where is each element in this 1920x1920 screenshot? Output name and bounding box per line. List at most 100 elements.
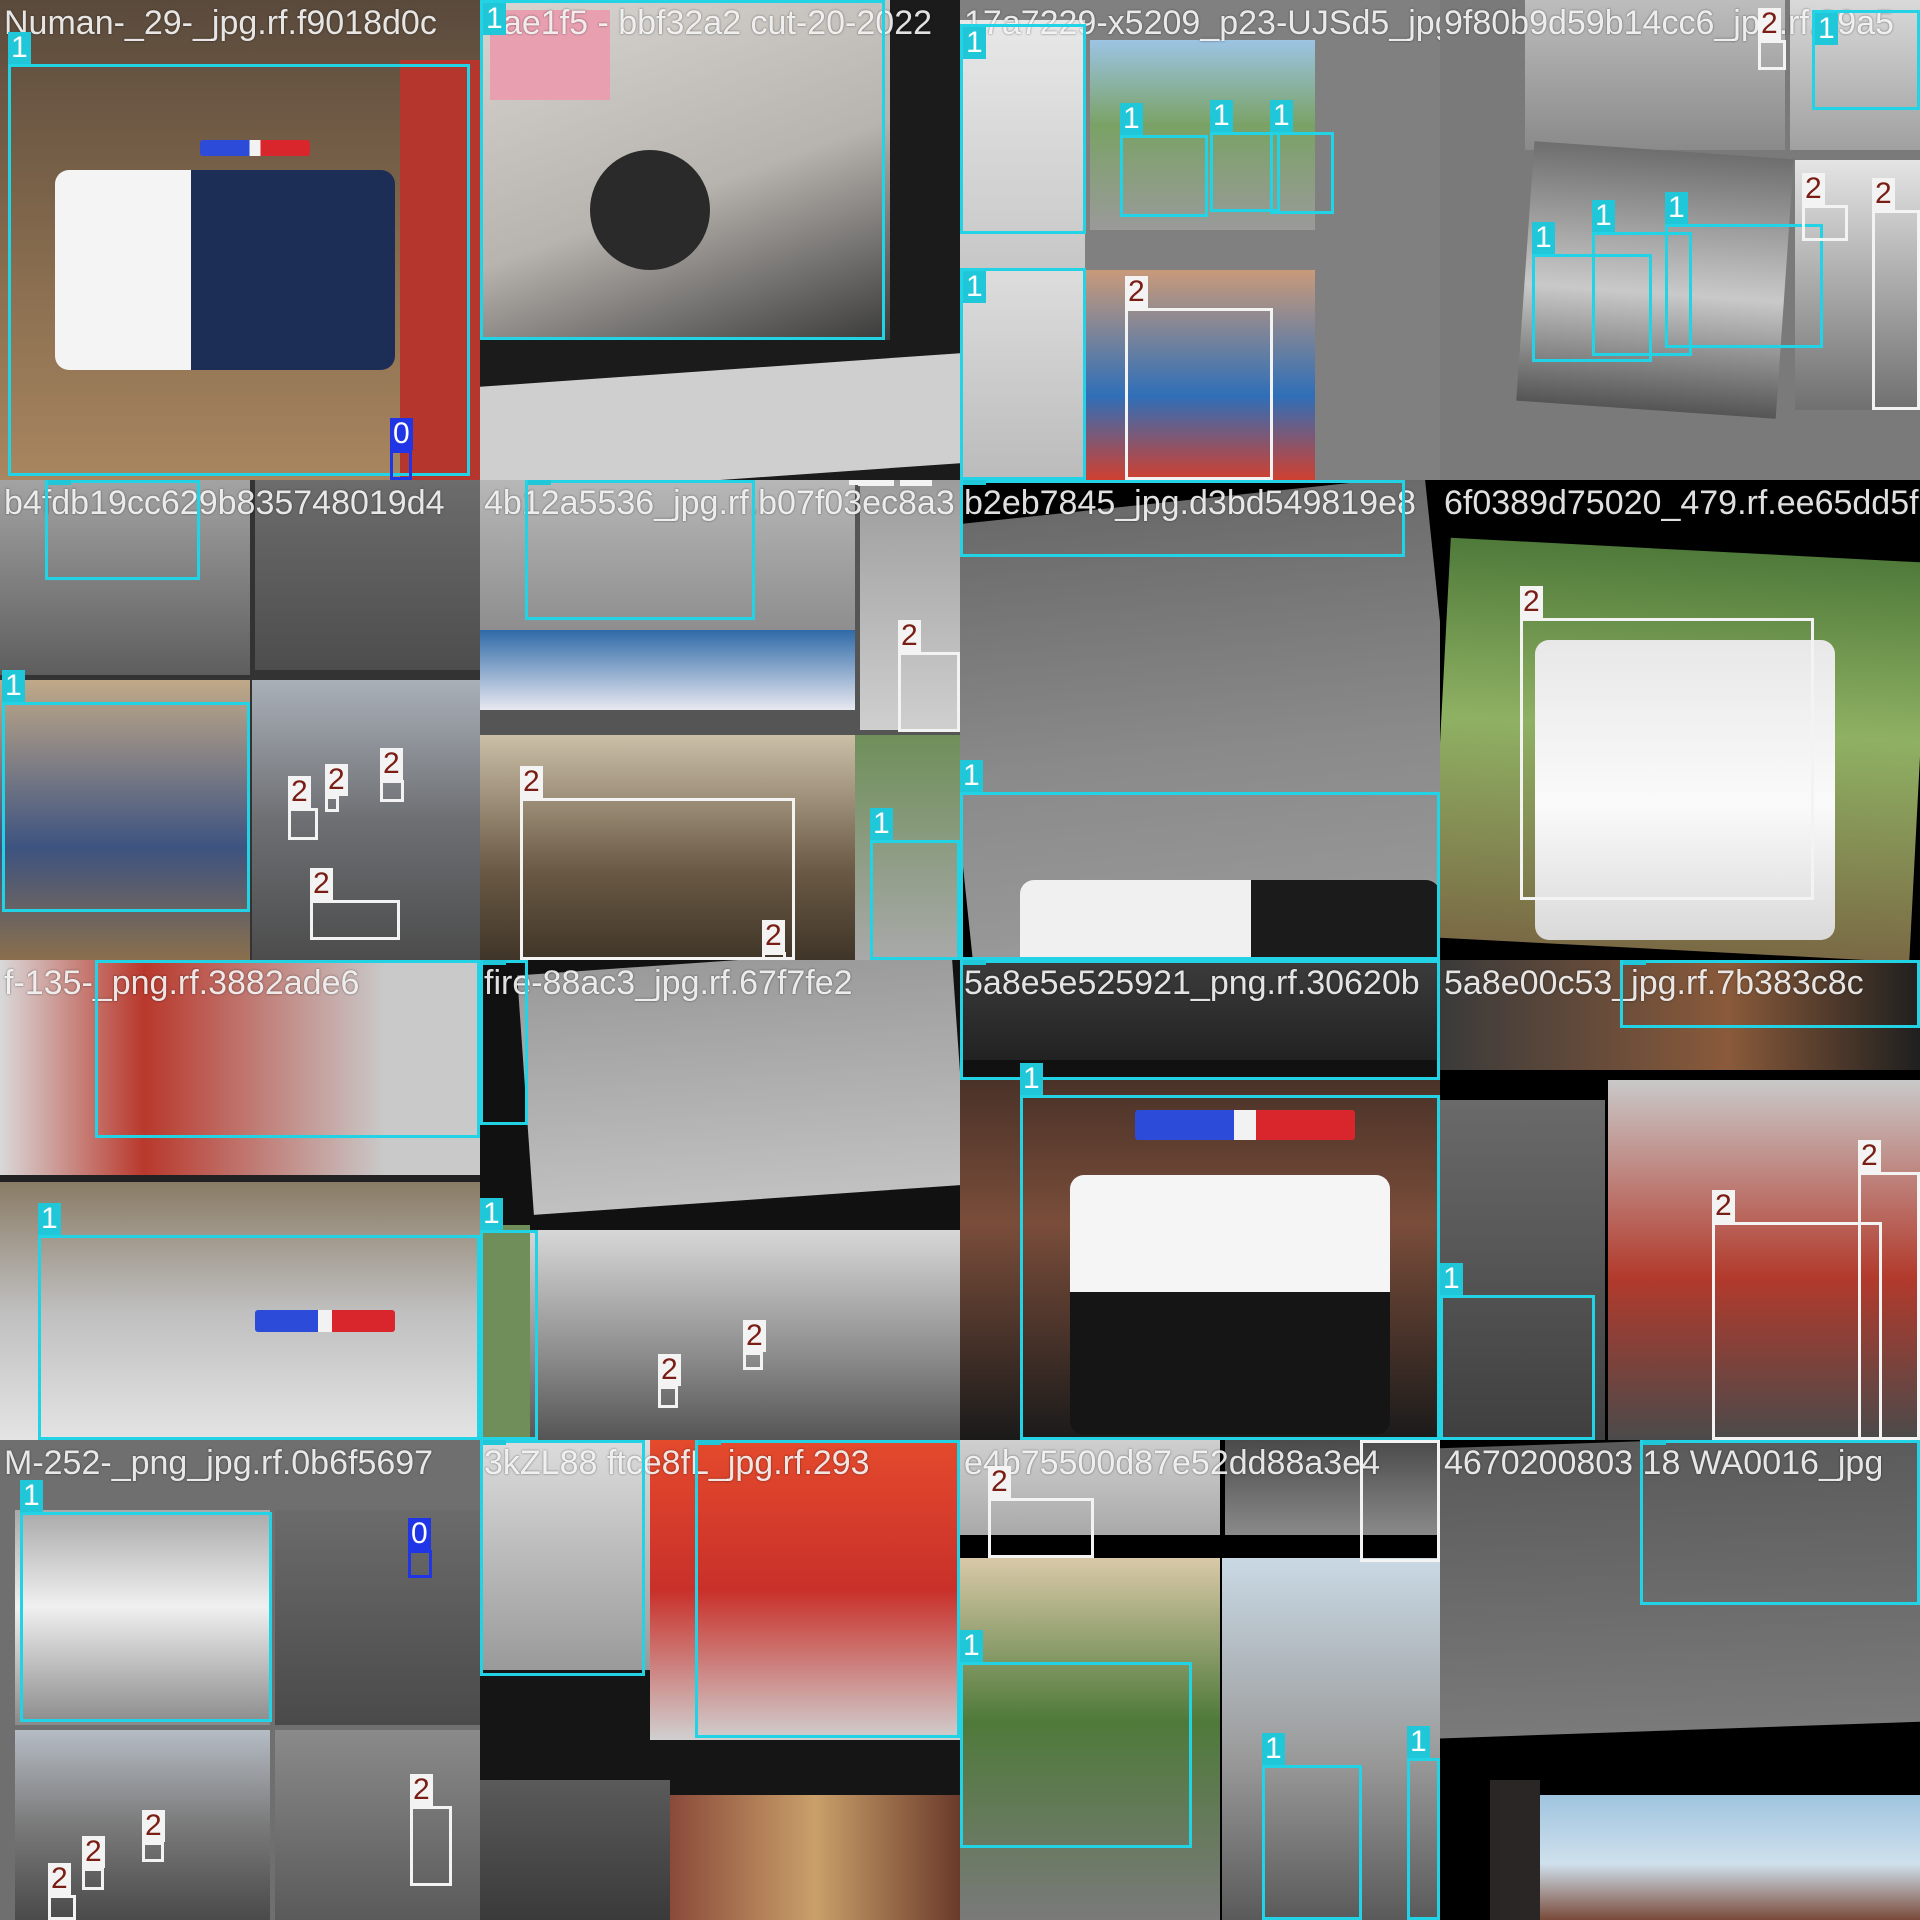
photo-region: [650, 1440, 960, 1740]
class-label: 2: [1858, 1140, 1881, 1172]
photo-region: [480, 1440, 650, 1670]
detection-box: 2: [743, 1320, 766, 1370]
photo-region: [275, 1730, 480, 1920]
photo-region: [860, 480, 960, 730]
detection-box: 1: [1620, 960, 1920, 1028]
photo-region: [0, 1182, 480, 1440]
detection-box: 2: [849, 480, 894, 486]
photo-region: [1085, 270, 1315, 480]
photo-region: [670, 1795, 960, 1920]
photo-region: [0, 960, 480, 1175]
detection-box: 2: [1872, 178, 1920, 410]
class-label: 1: [1623, 960, 1646, 965]
detection-box: 1: [1640, 1440, 1920, 1605]
detection-box: 1: [695, 1440, 960, 1738]
class-label: 1: [483, 1440, 506, 1445]
photo-region: [1490, 1780, 1540, 1920]
file-name: f-135-_png.rf.3882ade6: [4, 964, 360, 1002]
detection-box: 2: [520, 766, 795, 960]
detection-box: 1: [1020, 1063, 1440, 1440]
detection-box: 1: [45, 480, 200, 580]
mosaic-tile: 17a7229-x5209_p23-UJSd5_jpg 1 1 1 1 1 2: [960, 0, 1440, 480]
file-name: 4b12a5536_jpg.rf.b07f03ec8a3: [484, 484, 955, 522]
detection-box: 2: [1520, 586, 1814, 900]
class-label: 2: [903, 480, 926, 485]
photo-region: [275, 1510, 480, 1725]
photo-region: [255, 480, 480, 670]
file-name: b4fdb19cc629b835748019d4: [4, 484, 445, 522]
detection-box: 1: [1120, 103, 1208, 217]
class-label: 1: [1020, 1063, 1043, 1095]
mosaic-tile: 5a8e00c53_jpg.rf.7b383c8c 1 2 2 1: [1440, 960, 1920, 1440]
detection-box: 2: [48, 1863, 76, 1920]
class-label: 2: [380, 748, 403, 780]
file-name: fire-88ac3_jpg.rf.67f7fe2: [484, 964, 853, 1002]
photo-region: [1440, 1100, 1605, 1440]
class-label: 2: [48, 1863, 71, 1895]
detection-box: 1: [960, 24, 1086, 234]
detection-box: 1: [480, 1440, 645, 1676]
class-label: 1: [483, 960, 506, 965]
class-label: 1: [480, 1198, 503, 1230]
file-name: 5a8e5e525921_png.rf.30620b: [964, 964, 1420, 1002]
class-label: 1: [8, 32, 31, 64]
detection-box: 1: [870, 808, 960, 960]
detection-box: 2: [658, 1354, 681, 1408]
class-label: 0: [408, 1518, 431, 1550]
class-label: 2: [743, 1320, 766, 1352]
file-name: 5a8e00c53_jpg.rf.7b383c8c: [1444, 964, 1864, 1002]
class-label: 1: [960, 760, 983, 792]
detection-box: 2: [1758, 8, 1786, 70]
detection-box: 2: [288, 776, 318, 840]
photo-region: [400, 60, 480, 480]
detection-box: 1: [38, 1203, 480, 1440]
file-name: 4670200803 18 WA0016_jpg: [1444, 1444, 1884, 1482]
photo-region: [960, 1558, 1220, 1920]
mosaic-tile: e4b75500d87e52dd88a3e4 2 2 1 1 1: [960, 1440, 1440, 1920]
photo-region: [960, 960, 1440, 1060]
detection-box: 2: [1802, 173, 1848, 241]
class-label: 2: [325, 764, 348, 796]
photo-region: [960, 270, 1085, 480]
mosaic-tile: 5a8e5e525921_png.rf.30620b 1 1: [960, 960, 1440, 1440]
detection-box: 1: [480, 960, 528, 1125]
mosaic-tile: 7ae1f5 - bbf32a2 cut-20-2022 1: [480, 0, 960, 480]
class-label: 1: [1665, 192, 1688, 224]
class-label: 1: [1592, 200, 1615, 232]
mosaic-tile: 6f0389d75020_479.rf.ee65dd5f 2: [1440, 480, 1920, 960]
photo-region: [480, 630, 855, 710]
mosaic-tile: M-252-_png_jpg.rf.0b6f5697 1 0 2 2 2 2: [0, 1440, 480, 1920]
detection-box: 2: [142, 1810, 165, 1862]
class-label: 1: [1440, 1263, 1463, 1295]
detection-box: 2: [82, 1836, 105, 1890]
detection-box: 2: [1858, 1140, 1920, 1440]
class-label: 2: [849, 480, 872, 485]
photo-region: [1540, 1795, 1920, 1920]
photo-region: [960, 20, 1085, 270]
class-label: 1: [1120, 103, 1143, 135]
class-label: 1: [483, 3, 506, 35]
detection-box: 0: [408, 1518, 432, 1578]
detection-box: 2: [1712, 1190, 1882, 1440]
photo-region: [15, 1510, 270, 1725]
detection-box: 1: [95, 960, 480, 1138]
class-label: 2: [988, 1466, 1011, 1498]
detection-box: 1: [1665, 192, 1823, 348]
detection-box: 2: [325, 764, 348, 812]
detection-box: 2: [1360, 1440, 1440, 1562]
detection-box: 1: [1440, 1263, 1595, 1440]
detection-box: 1: [1262, 1733, 1362, 1920]
bus-shape: [1535, 640, 1835, 940]
detection-box: 2: [900, 480, 932, 486]
class-label: 2: [762, 920, 785, 952]
mosaic-tile: 9f80b9d59b14cc6_jpg.rf.39a5 2 1 1 1 1 2 …: [1440, 0, 1920, 480]
class-label: 1: [870, 808, 893, 840]
photo-region: [480, 480, 855, 630]
mosaic-tile: f-135-_png.rf.3882ade6 1 1: [0, 960, 480, 1440]
detection-box: 2: [1125, 276, 1273, 480]
class-label: 1: [1643, 1440, 1666, 1445]
detection-box: 1: [960, 1630, 1192, 1848]
class-label: 1: [1532, 222, 1555, 254]
class-label: 1: [963, 27, 986, 59]
police-car-shape: [1070, 1175, 1390, 1435]
